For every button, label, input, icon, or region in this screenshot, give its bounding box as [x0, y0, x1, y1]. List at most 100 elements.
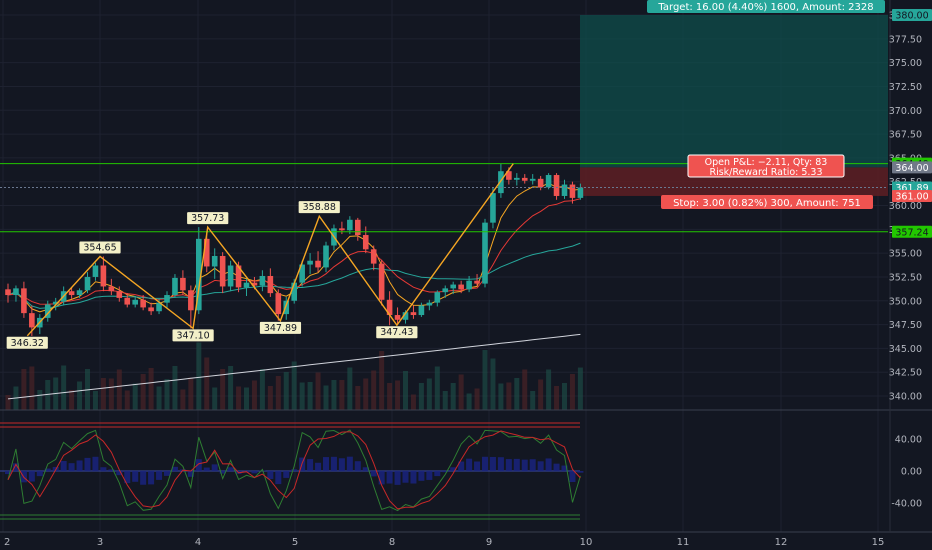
candle-body[interactable]	[529, 178, 536, 181]
candle-body[interactable]	[259, 275, 266, 286]
time-axis-tick: 5	[292, 537, 298, 548]
candle-body[interactable]	[394, 315, 401, 320]
candle-body[interactable]	[490, 193, 496, 223]
candle-body[interactable]	[577, 187, 584, 198]
candle-body[interactable]	[450, 284, 456, 289]
candle-body[interactable]	[315, 260, 321, 268]
price-badge-stop[interactable]	[892, 189, 932, 202]
candle-body[interactable]	[545, 175, 552, 188]
candle-body[interactable]	[410, 312, 417, 316]
candle-body[interactable]	[402, 312, 409, 320]
osc-histogram-bar	[450, 467, 457, 471]
candle-body[interactable]	[299, 264, 305, 283]
candle-body[interactable]	[44, 304, 51, 318]
candle-body[interactable]	[13, 288, 19, 296]
candle-body[interactable]	[68, 291, 75, 296]
candle-body[interactable]	[569, 184, 576, 198]
price-badge-target[interactable]	[892, 9, 932, 21]
candle-body[interactable]	[474, 280, 480, 284]
candle-body[interactable]	[5, 289, 11, 296]
time-axis-tick: 9	[486, 537, 492, 548]
price-badge-level[interactable]	[892, 225, 932, 238]
candle-body[interactable]	[227, 265, 234, 287]
candle-body[interactable]	[76, 290, 83, 296]
price-badge-entry[interactable]	[892, 161, 932, 174]
candle-body[interactable]	[243, 282, 250, 288]
candle-body[interactable]	[378, 263, 385, 300]
candle-body[interactable]	[466, 280, 472, 290]
candle-body[interactable]	[442, 288, 449, 293]
target-zone[interactable]	[580, 15, 888, 168]
pivot-label-box	[259, 321, 302, 334]
price-axis-tick: 377.50	[889, 34, 922, 45]
candle-body[interactable]	[29, 313, 35, 328]
volume-bar	[132, 383, 138, 410]
candle-body[interactable]	[172, 277, 178, 296]
candle-body[interactable]	[347, 219, 353, 231]
candle-body[interactable]	[434, 292, 441, 303]
volume-bar	[21, 369, 27, 410]
candle-body[interactable]	[196, 238, 202, 311]
candle-body[interactable]	[498, 171, 504, 194]
candle-body[interactable]	[84, 276, 91, 291]
candle-body[interactable]	[386, 299, 393, 316]
candle-body[interactable]	[553, 175, 560, 196]
candle-body[interactable]	[275, 293, 282, 315]
candle-body[interactable]	[267, 275, 274, 294]
pivot-label-box	[172, 329, 214, 342]
candle-body[interactable]	[203, 238, 210, 267]
candle-body[interactable]	[219, 255, 226, 287]
price-badge-text: 357.24	[895, 227, 928, 238]
candle-body[interactable]	[370, 249, 377, 264]
candle-body[interactable]	[211, 255, 218, 267]
candle-body[interactable]	[521, 177, 528, 181]
candle-body[interactable]	[323, 245, 329, 268]
price-axis[interactable]: 380.00377.50375.00372.50370.00367.50365.…	[889, 0, 932, 532]
candle-body[interactable]	[235, 265, 242, 288]
candle-body[interactable]	[116, 291, 123, 298]
candle-body[interactable]	[514, 177, 520, 180]
candle-body[interactable]	[92, 265, 99, 277]
volume-bar	[251, 380, 257, 410]
candle-body[interactable]	[537, 178, 544, 188]
oscillator-axis-tick: 0.00	[901, 467, 922, 478]
candle-body[interactable]	[148, 307, 154, 312]
candle-body[interactable]	[458, 284, 464, 290]
candle-body[interactable]	[362, 235, 369, 250]
candle-body[interactable]	[506, 171, 512, 180]
volume-bar	[92, 391, 98, 410]
candle-body[interactable]	[156, 302, 162, 312]
candle-body[interactable]	[561, 184, 568, 196]
volume-bar	[466, 393, 472, 410]
candle-body[interactable]	[124, 297, 131, 305]
candle-body[interactable]	[132, 299, 138, 305]
oscillator-pane[interactable]	[0, 409, 932, 533]
volume-bar	[538, 379, 544, 410]
candle-body[interactable]	[164, 295, 170, 303]
candle-body[interactable]	[140, 299, 146, 308]
osc-histogram-bar	[529, 459, 536, 471]
candle-body[interactable]	[482, 222, 488, 284]
candle-body[interactable]	[52, 301, 59, 305]
candle-body[interactable]	[426, 302, 433, 306]
candle-body[interactable]	[307, 260, 313, 265]
candle-body[interactable]	[291, 282, 297, 301]
candle-body[interactable]	[355, 219, 361, 236]
volume-bar	[108, 378, 114, 410]
position-zones[interactable]	[580, 15, 888, 196]
candle-body[interactable]	[251, 282, 258, 286]
candle-body[interactable]	[108, 286, 115, 292]
candle-body[interactable]	[21, 288, 27, 314]
candle-body[interactable]	[188, 290, 194, 311]
candle-body[interactable]	[418, 305, 425, 316]
candle-body[interactable]	[339, 228, 345, 231]
zigzag-pattern[interactable]: 346.32 354.65 347.10 357.73 347.89 358.88 347.…	[6, 163, 514, 349]
candle-body[interactable]	[283, 300, 290, 315]
candle-body[interactable]	[180, 277, 186, 291]
time-axis[interactable]: 2 3 4 5 8 9 10 11 12 15	[4, 537, 884, 548]
zigzag-line[interactable]	[26, 163, 514, 337]
target-label-box	[647, 0, 885, 13]
candle-body[interactable]	[100, 265, 107, 287]
